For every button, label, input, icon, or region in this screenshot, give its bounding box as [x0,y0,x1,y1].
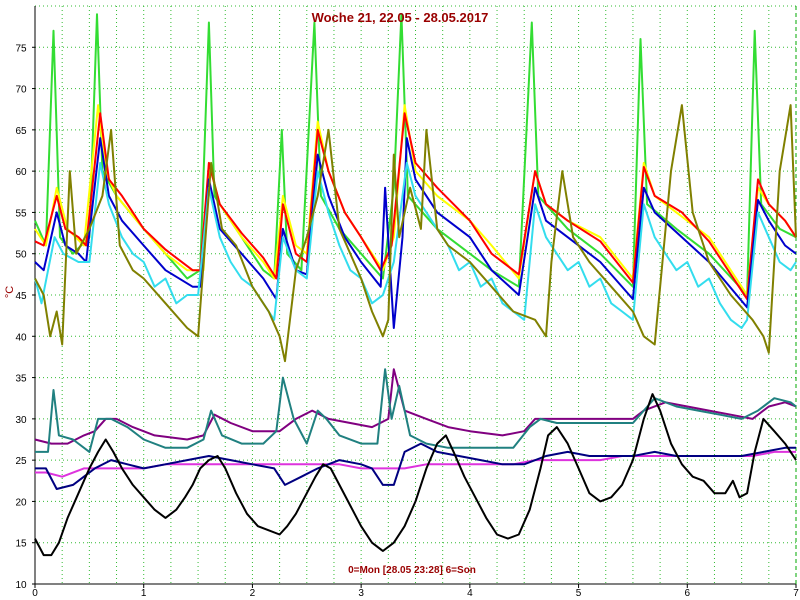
y-tick-labels: 10 15 20 25 30 35 40 45 50 55 60 65 70 75 [15,43,35,591]
series-group [34,13,797,557]
grid [35,5,796,584]
y-axis-label: °C [4,286,16,298]
series-line-11 [34,393,797,557]
x-tick-label: 5 [576,588,582,599]
y-tick-label: 15 [15,539,27,550]
y-tick-label: 45 [15,291,27,302]
series-line-8 [35,368,797,453]
y-tick-label: 60 [15,167,27,178]
y-tick-label: 10 [15,580,27,591]
x-tick-labels: 0 1 2 3 4 5 6 7 [32,584,799,599]
series-line-3 [34,112,797,301]
series-line-4 [34,137,797,329]
x-tick-label: 3 [358,588,364,599]
y-tick-label: 25 [15,456,27,467]
chart-title: Woche 21, 22.05 - 28.05.2017 [312,10,489,25]
x-tick-label: 7 [793,588,799,599]
y-tick-label: 70 [15,85,27,96]
x-axis-label: 0=Mon [28.05 23:28] 6=Son [348,565,476,576]
y-tick-label: 50 [15,250,27,261]
x-tick-label: 0 [32,588,38,599]
y-tick-label: 35 [15,374,27,385]
y-tick-label: 75 [15,43,27,54]
y-tick-label: 30 [15,415,27,426]
x-tick-label: 4 [467,588,473,599]
x-tick-label: 2 [250,588,256,599]
x-tick-label: 6 [685,588,691,599]
y-tick-label: 20 [15,497,27,508]
series-line-5 [34,161,797,329]
y-tick-label: 65 [15,126,27,137]
x-tick-label: 1 [141,588,147,599]
y-tick-label: 40 [15,332,27,343]
series-line-6 [34,104,797,363]
series-line-10 [35,442,796,490]
y-tick-label: 55 [15,208,27,219]
